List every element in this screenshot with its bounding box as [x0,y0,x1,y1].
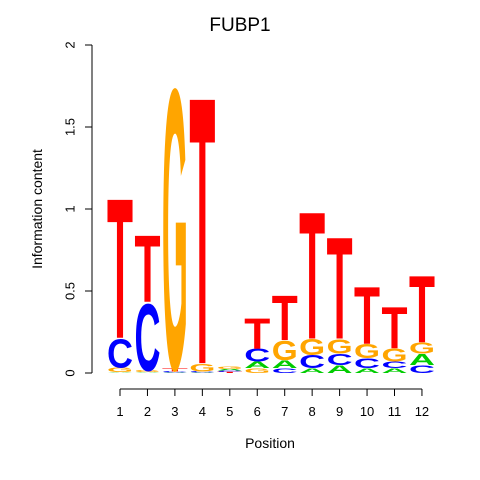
logo-letter: C [244,346,270,366]
logo-letter: A [134,372,160,373]
logo-letter: A [189,372,215,373]
logo-letter: G [107,366,133,374]
logo-letter: T [107,157,133,381]
x-tick-label: 4 [199,404,206,419]
logo-letter: G [409,339,435,357]
x-tick-label: 11 [388,404,402,419]
logo-letter: G [162,6,188,454]
y-tick-label: 1.5 [63,118,78,136]
y-axis: 0 0.5 1 1.5 2 [63,41,93,377]
x-tick-label: 5 [226,404,233,419]
logo-letter: C [162,371,188,373]
logo-letter: G [327,335,353,358]
y-axis-label: Information content [29,149,45,269]
logo-letter: C [107,331,133,377]
logo-letter: T [217,372,244,373]
logo-letter: T [299,175,325,379]
logo-letter: C [409,363,435,376]
logo-letter: A [327,363,353,376]
x-tick-label: 9 [336,404,343,419]
y-tick-label: 2 [63,41,78,48]
x-tick-label: 3 [171,404,178,419]
logo-letter: T [134,215,160,322]
x-tick-label: 12 [415,404,429,419]
logo-letter: A [244,360,270,370]
logo-letter: G [134,370,160,373]
x-axis: 1 2 3 4 5 6 7 8 9 10 11 12 [116,388,429,419]
logo-letter: C [189,371,215,373]
y-tick-label: 0.5 [63,282,78,300]
logo-letter: T [354,269,380,361]
logo-letter: T [272,284,298,355]
logo-letter: C [134,286,160,392]
logo-letter: A [382,367,408,374]
logo-letter: T [162,367,189,372]
logo-letter: T [409,255,435,362]
x-axis-label: Position [245,435,295,451]
y-tick-label: 1 [63,205,78,212]
logo-letter: C [272,367,298,374]
y-tick-label: 0 [63,369,78,376]
logo-letter: A [272,358,298,371]
logo-letter: G [272,336,298,366]
logo-letter: G [244,367,270,375]
logo-letter: G [382,345,408,365]
logo-letter: C [382,360,408,370]
logo-letter: G [354,340,380,363]
logo-letter: C [354,356,380,372]
logo-letter: A [107,372,133,373]
logo-letter: C [217,370,243,372]
logo-letter: C [327,350,353,368]
logo-letter: A [217,369,243,372]
chart-title: FUBP1 [209,15,270,36]
x-tick-label: 10 [360,404,374,419]
logo-letter: A [354,367,380,374]
logo-letter: G [299,335,325,360]
logo-letter: G [189,361,215,374]
logo-letter: T [244,310,270,358]
x-tick-label: 8 [309,404,316,419]
logo-letter: T [382,294,408,361]
logo-letter: T [327,207,353,370]
logo-letter: A [162,372,188,373]
logo-letter: C [299,352,325,372]
logo-letter: T [189,17,215,444]
x-tick-label: 1 [116,404,123,419]
logo-letter: G [217,366,243,370]
x-tick-label: 2 [144,404,151,419]
logo-letter: A [409,350,435,368]
x-tick-label: 6 [254,404,261,419]
x-tick-label: 7 [281,404,288,419]
logo-letter: A [299,367,325,374]
